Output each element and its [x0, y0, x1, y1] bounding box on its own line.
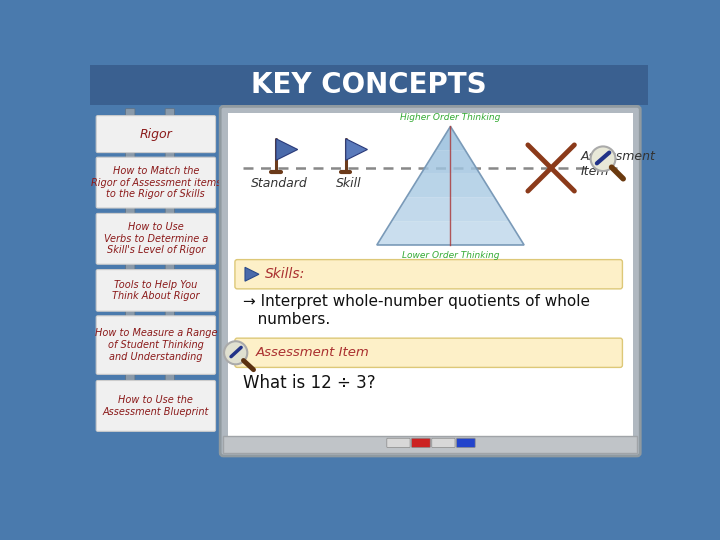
Text: What is 12 ÷ 3?: What is 12 ÷ 3?: [243, 374, 376, 393]
FancyBboxPatch shape: [96, 116, 215, 153]
FancyBboxPatch shape: [126, 150, 135, 163]
FancyBboxPatch shape: [126, 309, 135, 321]
Text: How to Use the
Assessment Blueprint: How to Use the Assessment Blueprint: [103, 395, 209, 417]
Text: Assessment Item: Assessment Item: [256, 346, 369, 359]
FancyBboxPatch shape: [165, 150, 174, 163]
FancyBboxPatch shape: [165, 309, 174, 321]
FancyBboxPatch shape: [387, 438, 410, 448]
Polygon shape: [377, 221, 524, 245]
Text: Rigor: Rigor: [140, 127, 172, 140]
FancyBboxPatch shape: [165, 109, 174, 121]
Text: KEY CONCEPTS: KEY CONCEPTS: [251, 71, 487, 99]
FancyBboxPatch shape: [96, 381, 215, 431]
FancyBboxPatch shape: [126, 374, 135, 386]
FancyBboxPatch shape: [412, 438, 431, 448]
Text: Skills:: Skills:: [265, 267, 305, 281]
FancyBboxPatch shape: [126, 109, 135, 121]
FancyBboxPatch shape: [96, 269, 215, 311]
Text: → Interpret whole-number quotients of whole
   numbers.: → Interpret whole-number quotients of wh…: [243, 294, 590, 327]
Polygon shape: [276, 139, 297, 160]
FancyBboxPatch shape: [235, 260, 622, 289]
FancyBboxPatch shape: [165, 206, 174, 219]
FancyBboxPatch shape: [96, 213, 215, 264]
FancyBboxPatch shape: [456, 438, 475, 448]
Polygon shape: [406, 174, 495, 198]
Polygon shape: [392, 198, 509, 221]
Text: Assessment
Item: Assessment Item: [580, 150, 655, 178]
Circle shape: [590, 146, 616, 171]
FancyBboxPatch shape: [90, 65, 648, 105]
FancyBboxPatch shape: [223, 436, 637, 453]
Text: Standard: Standard: [251, 177, 307, 190]
Text: How to Use
Verbs to Determine a
Skill's Level of Rigor: How to Use Verbs to Determine a Skill's …: [104, 222, 208, 255]
Text: How to Match the
Rigor of Assessment items
to the Rigor of Skills: How to Match the Rigor of Assessment ite…: [91, 166, 221, 199]
Polygon shape: [421, 150, 480, 174]
Polygon shape: [436, 126, 465, 150]
FancyBboxPatch shape: [96, 316, 215, 374]
Text: Skill: Skill: [336, 177, 361, 190]
FancyBboxPatch shape: [126, 262, 135, 275]
FancyBboxPatch shape: [432, 438, 455, 448]
FancyBboxPatch shape: [235, 338, 622, 367]
FancyBboxPatch shape: [126, 206, 135, 219]
Polygon shape: [346, 139, 367, 160]
Text: Tools to Help You
Think About Rigor: Tools to Help You Think About Rigor: [112, 280, 199, 301]
Polygon shape: [245, 267, 259, 281]
FancyBboxPatch shape: [228, 112, 632, 450]
FancyBboxPatch shape: [165, 374, 174, 386]
FancyBboxPatch shape: [165, 262, 174, 275]
FancyBboxPatch shape: [220, 106, 640, 456]
Circle shape: [224, 341, 248, 365]
Text: Higher Order Thinking: Higher Order Thinking: [400, 113, 500, 122]
Text: How to Measure a Range
of Student Thinking
and Understanding: How to Measure a Range of Student Thinki…: [94, 328, 217, 362]
Text: Lower Order Thinking: Lower Order Thinking: [402, 251, 499, 260]
FancyBboxPatch shape: [96, 157, 215, 208]
